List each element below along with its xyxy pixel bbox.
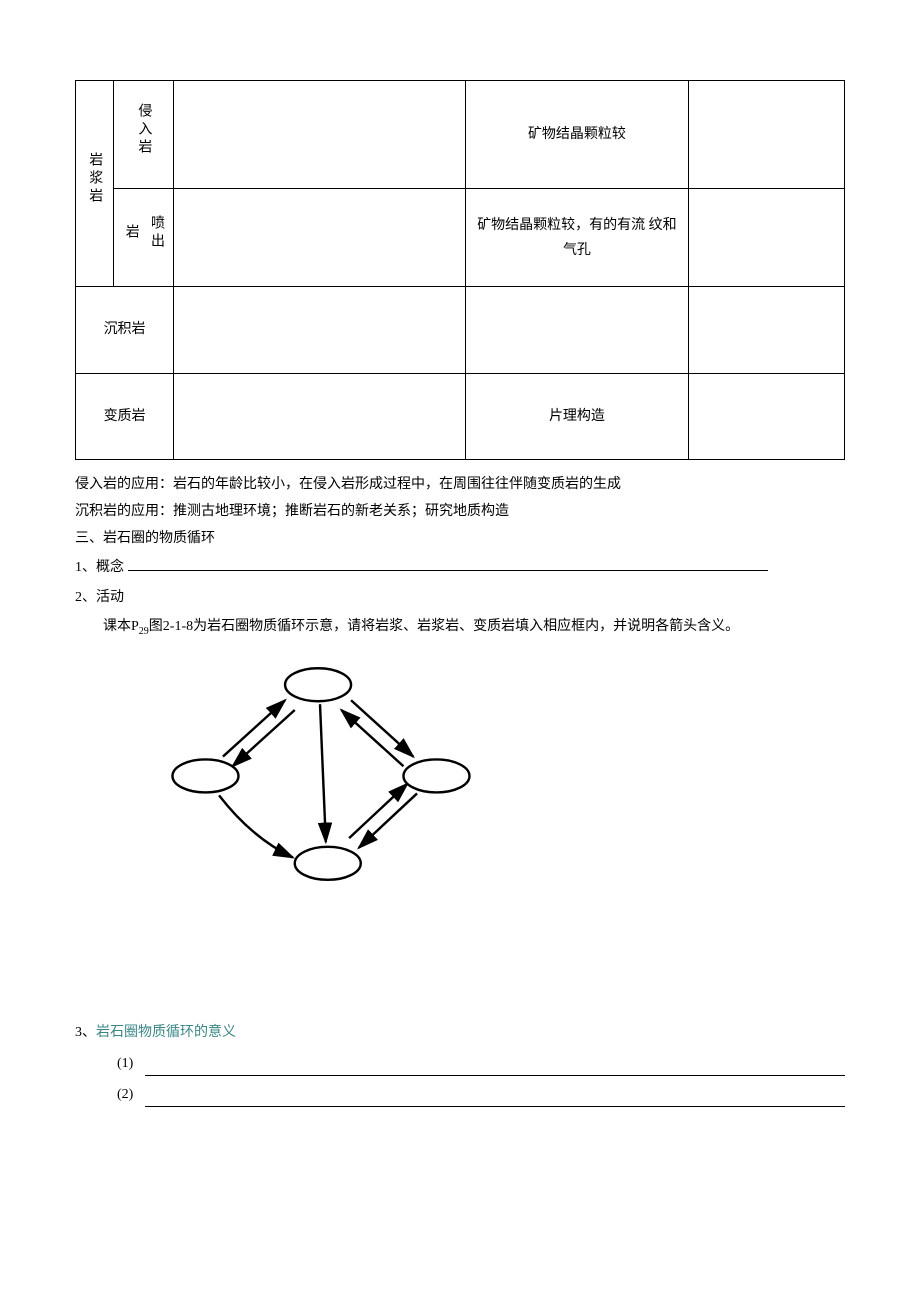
extrusive-rock-label: 喷出岩 [114, 189, 174, 287]
sedimentary-blank-2 [689, 287, 845, 373]
rock-type-table: 岩浆岩 侵入岩 矿物结晶颗粒较 喷出岩 矿物结晶颗粒较，有的有流 纹和气孔 沉积… [75, 80, 845, 460]
item-3-text: 岩石圈物质循环的意义 [96, 1025, 236, 1040]
sedimentary-rock-label: 沉积岩 [76, 287, 174, 373]
sub-2-blank [145, 1093, 845, 1107]
intrusive-rock-label: 侵入岩 [114, 81, 174, 189]
item-1-label: 1、概念 [75, 560, 124, 575]
igneous-rock-label: 岩浆岩 [76, 81, 114, 287]
significance-sublist: (1) (2) [75, 1051, 845, 1107]
section-3-heading: 三、岩石圈的物质循环 [75, 526, 845, 551]
extrusive-blank-1 [174, 189, 466, 287]
item-3-significance: 3、岩石圈物质循环的意义 [75, 1020, 845, 1045]
sub-item-1: (1) [117, 1051, 845, 1076]
rock-cycle-diagram [75, 650, 845, 909]
concept-blank-line [128, 556, 768, 571]
sub-2-num: (2) [117, 1082, 133, 1107]
metamorphic-rock-label: 变质岩 [76, 373, 174, 459]
intrusive-feature: 矿物结晶颗粒较 [465, 81, 688, 189]
item-1-concept: 1、概念 [75, 555, 845, 580]
item-2-activity-label: 2、活动 [75, 585, 845, 610]
metamorphic-blank-1 [174, 373, 466, 459]
intrusive-blank-2 [689, 81, 845, 189]
rock-cycle-svg [155, 650, 485, 900]
extrusive-blank-2 [689, 189, 845, 287]
sub-1-blank [145, 1062, 845, 1076]
metamorphic-blank-2 [689, 373, 845, 459]
sub-item-2: (2) [117, 1082, 845, 1107]
sedimentary-feature [465, 287, 688, 373]
activity-instruction: 课本P29图2-1-8为岩石圈物质循环示意，请将岩浆、岩浆岩、变质岩填入相应框内… [75, 614, 845, 641]
sedimentary-blank-1 [174, 287, 466, 373]
sub-1-num: (1) [117, 1051, 133, 1076]
item-3-num: 3、 [75, 1025, 96, 1040]
intrusive-blank-1 [174, 81, 466, 189]
extrusive-feature: 矿物结晶颗粒较，有的有流 纹和气孔 [465, 189, 688, 287]
note-sedimentary: 沉积岩的应用：推测古地理环境；推断岩石的新老关系；研究地质构造 [75, 499, 845, 524]
metamorphic-feature: 片理构造 [465, 373, 688, 459]
note-intrusive: 侵入岩的应用：岩石的年龄比较小，在侵入岩形成过程中，在周围往往伴随变质岩的生成 [75, 472, 845, 497]
